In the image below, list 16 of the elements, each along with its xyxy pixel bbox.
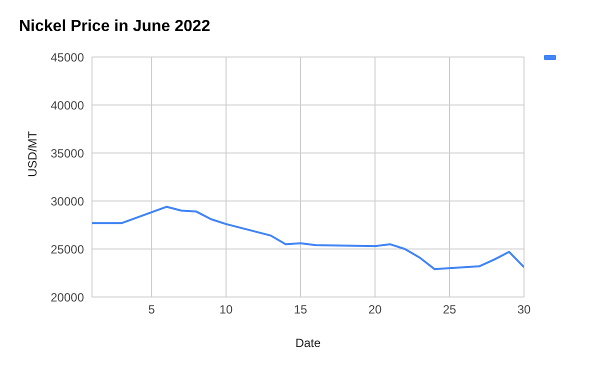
x-tick-label: 10 xyxy=(219,302,234,317)
y-tick-label: 30000 xyxy=(50,194,84,208)
y-tick-label: 25000 xyxy=(50,242,84,256)
x-tick-label: 15 xyxy=(294,302,308,317)
x-tick-label: 30 xyxy=(517,302,531,317)
x-tick-label: 20 xyxy=(368,302,382,317)
y-tick-label: 35000 xyxy=(50,146,84,160)
y-tick-label: 45000 xyxy=(50,50,84,64)
x-tick-label: 25 xyxy=(442,302,457,317)
y-axis-title: USD/MT xyxy=(25,130,40,177)
line-series xyxy=(92,206,524,270)
y-tick-label: 20000 xyxy=(50,290,84,304)
x-axis-title: Date xyxy=(295,336,321,350)
chart-title: Nickel Price in June 2022 xyxy=(19,18,210,36)
y-tick-label: 40000 xyxy=(50,98,84,112)
x-tick-label: 5 xyxy=(148,302,156,317)
